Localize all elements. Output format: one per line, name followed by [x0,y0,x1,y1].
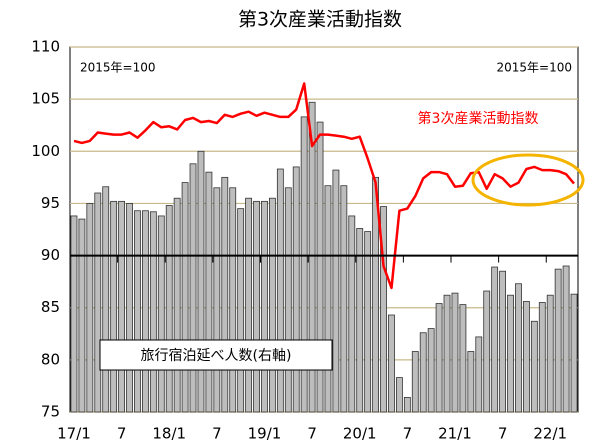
bar [554,268,562,413]
bar [118,200,126,413]
x-tick-label: 21/1 [438,425,472,443]
bar [86,203,94,413]
x-tick-label: 22/1 [533,425,567,443]
bar [261,200,268,413]
bar [522,301,530,413]
bar [221,176,229,413]
bar [483,290,491,413]
bar [388,314,395,413]
y-tick-label: 90 [41,246,60,264]
bar [245,197,253,413]
bar [316,121,324,413]
x-tick-label: 7 [212,425,222,443]
annotation: 2015年=100 [80,61,156,75]
bar [237,208,245,413]
bar [94,192,102,413]
x-tick-label: 19/1 [248,425,282,443]
line-label: 第3次産業活動指数 [418,110,539,127]
bar [253,200,260,413]
bar [546,294,554,413]
bar [562,265,570,413]
bar [181,182,189,413]
bar [276,168,284,413]
bar [205,171,213,413]
bar [141,210,149,413]
y-tick-label: 80 [41,350,60,368]
bar [340,185,348,413]
chart-title: 第3次産業活動指数 [238,9,402,31]
bar [356,228,364,413]
bar [443,294,451,413]
annotation: 2015年=100 [497,61,573,75]
bar [459,304,467,413]
bar [126,203,133,413]
bar [165,205,173,413]
label-box [99,339,333,371]
bar [102,186,110,413]
bar [570,293,578,413]
bar [308,101,316,413]
bar [491,266,499,413]
bar [372,176,380,413]
bar [213,187,221,413]
bar [324,185,332,413]
bar [499,270,507,413]
x-tick-label: 17/1 [57,425,91,443]
bar [403,396,411,413]
bar [78,218,86,413]
bar [427,328,435,413]
bar [419,332,427,413]
bar [451,292,459,413]
x-tick-label: 7 [307,425,317,443]
bar [70,215,78,413]
highlight-ellipse [471,153,585,207]
y-tick-label: 95 [41,194,60,212]
bar [134,210,141,413]
line [73,82,575,290]
bar [475,336,483,413]
bar [348,215,356,413]
line-layer [73,82,575,290]
bar [332,169,340,413]
x-tick-label: 20/1 [343,425,377,443]
x-tick-label: 7 [498,425,508,443]
y-tick-label: 105 [31,90,60,108]
bar [467,351,475,413]
bar [411,351,419,413]
bar [173,197,181,413]
bar [189,163,197,413]
x-tick-label: 7 [117,425,127,443]
bar [395,377,403,413]
bar [507,294,514,413]
bar [364,231,372,413]
bar [292,166,300,413]
bar [229,187,237,413]
bar [380,206,387,413]
bar [268,197,276,413]
bar [530,320,538,413]
y-tick-label: 85 [41,298,60,316]
bar [515,283,522,413]
y-tick-label: 75 [41,403,60,421]
x-tick-label: 7 [403,425,413,443]
bar-label: 旅行宿泊延べ人数(右軸) [141,347,292,364]
x-tick-label: 18/1 [152,425,186,443]
bars [70,101,578,413]
bar [110,200,118,413]
bar [435,303,443,413]
y-tick-label: 110 [31,38,60,56]
y-tick-label: 100 [31,142,60,160]
bar [197,150,205,413]
bar [157,215,165,413]
bar [300,116,308,413]
bar [149,211,157,413]
bar [538,302,546,413]
bar [284,187,292,413]
